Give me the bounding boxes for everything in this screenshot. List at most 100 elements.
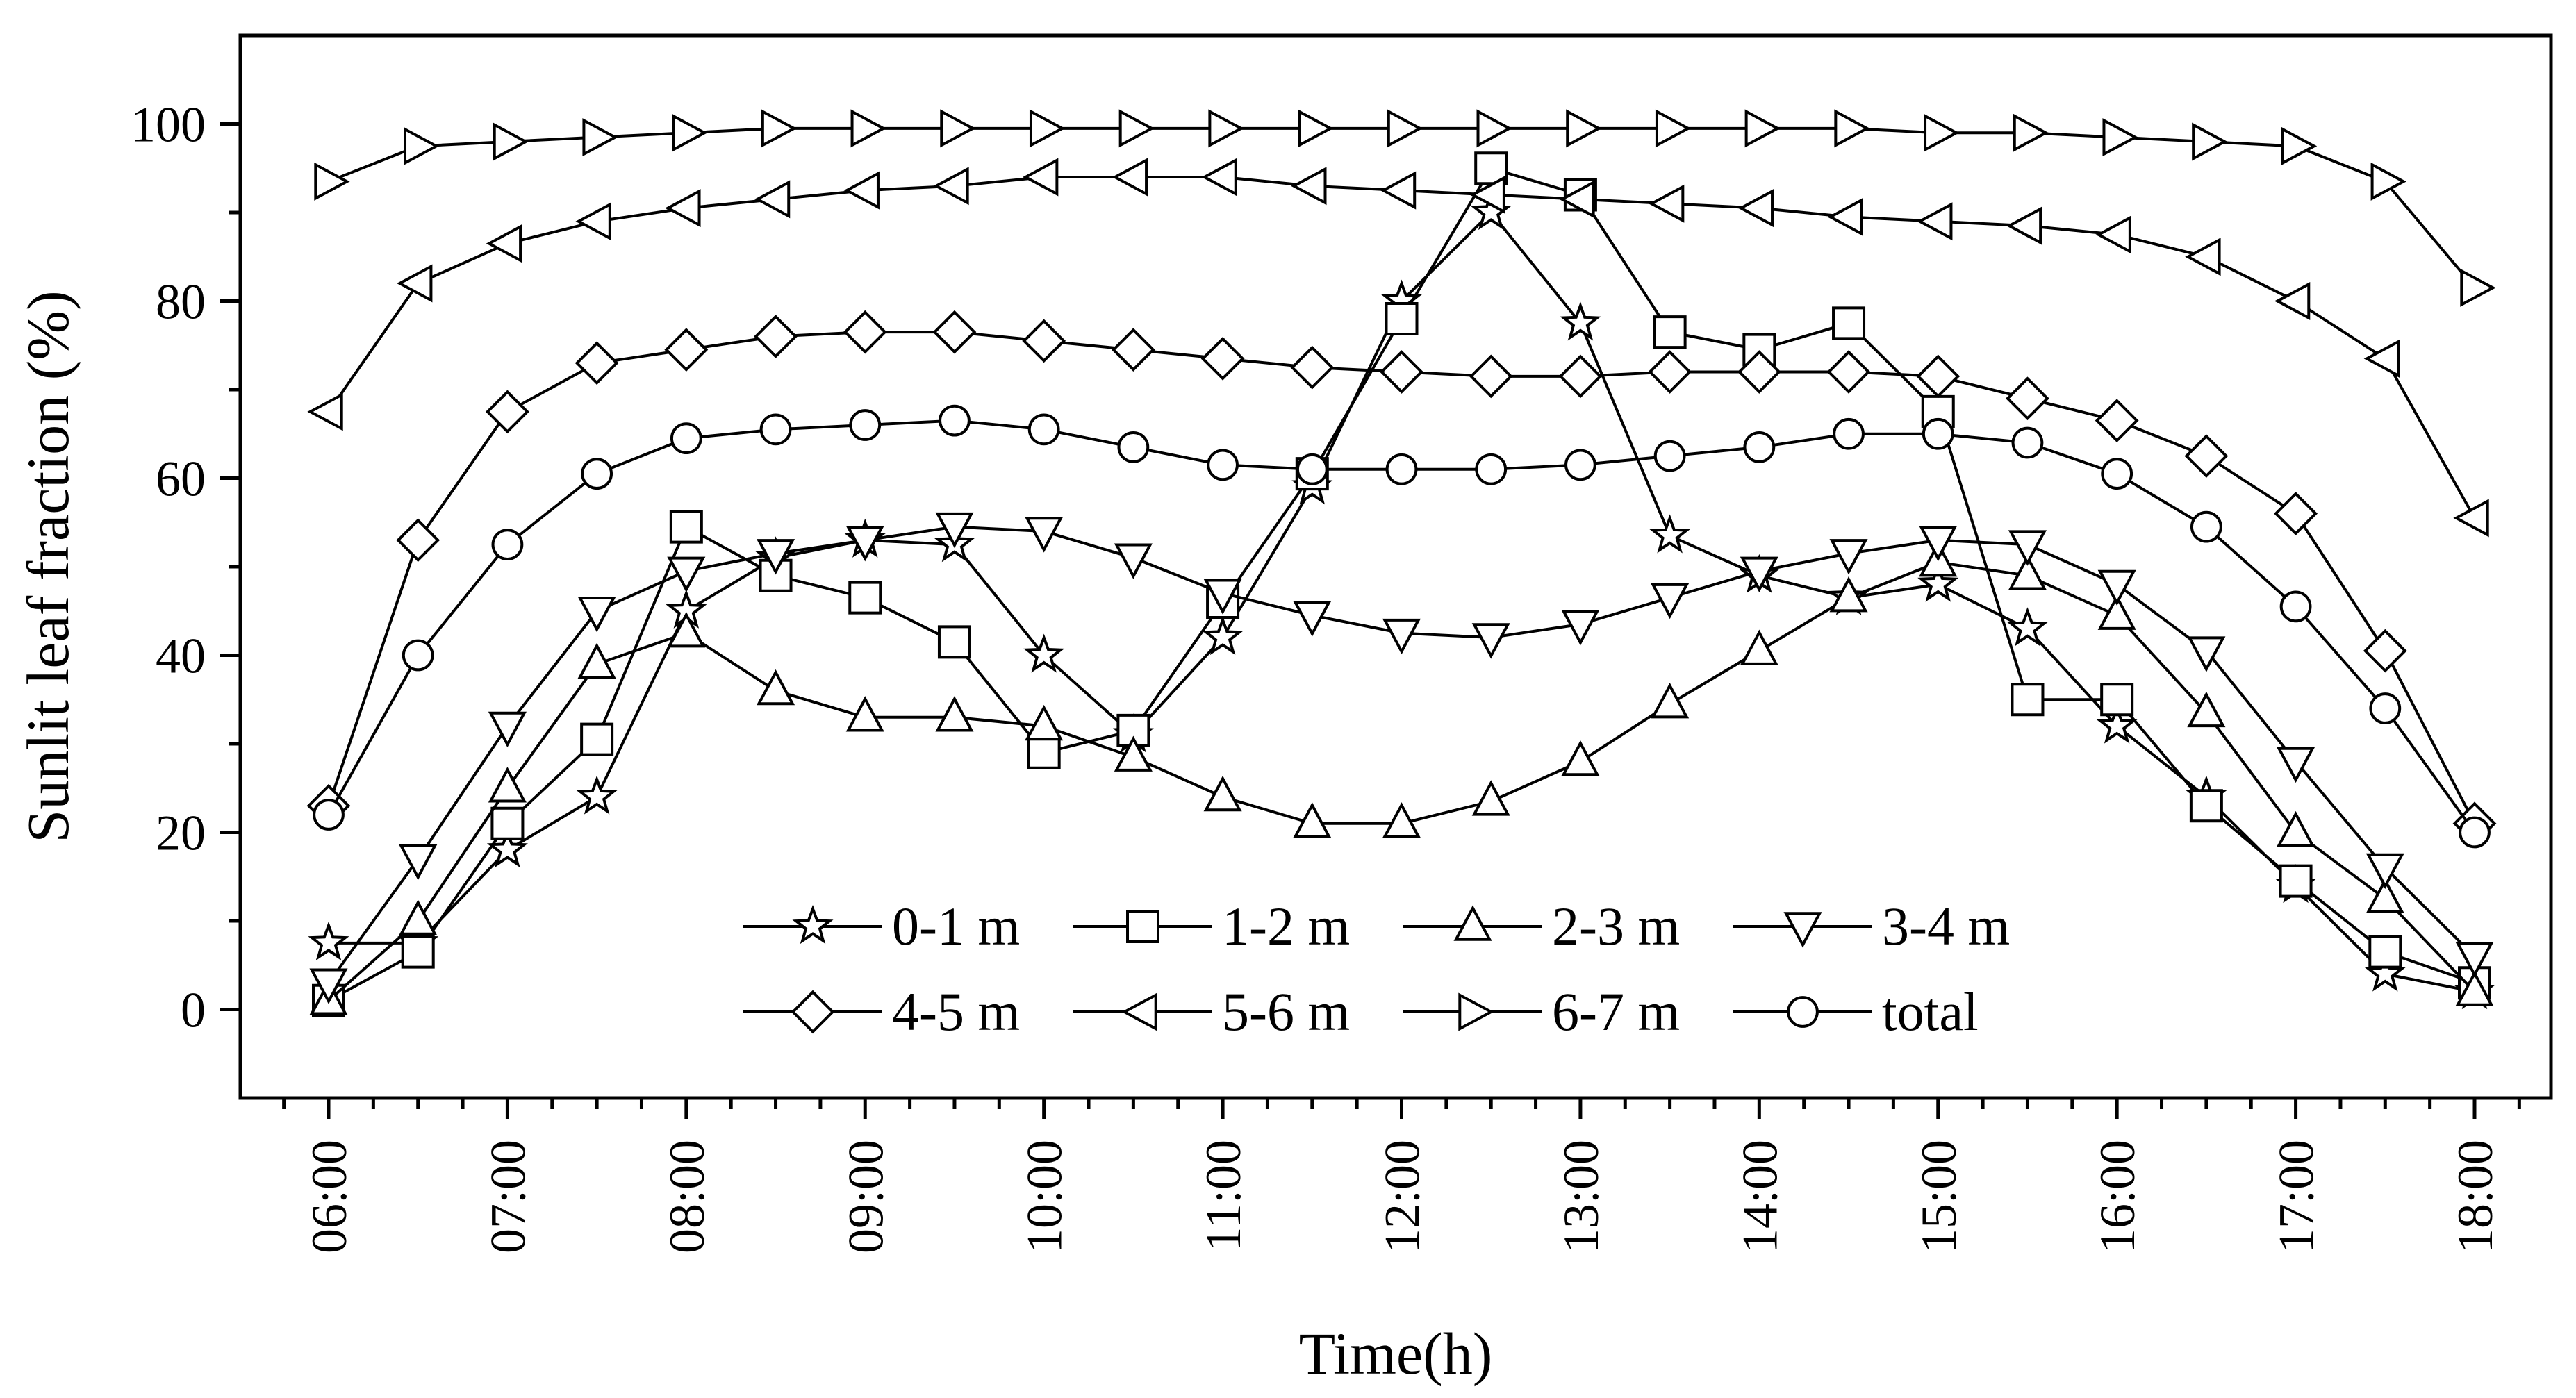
data-point-2-3m [1025, 704, 1064, 741]
legend-item: 1-2 m [1073, 896, 1350, 956]
data-point-2-3m [1382, 802, 1421, 838]
legend-label: 2-3 m [1552, 896, 1680, 956]
legend-item: 6-7 m [1403, 981, 1680, 1042]
series-layer [306, 109, 2497, 1017]
data-point-5-6m [933, 167, 969, 206]
data-point-0-1m [1649, 514, 1691, 554]
data-point-6-7m [1029, 109, 1066, 148]
data-point-1-2m [848, 581, 882, 615]
data-point-5-6m [1917, 202, 1953, 241]
data-point-2-3m [667, 611, 706, 648]
data-point-2-3m [1651, 682, 1690, 719]
data-point-total [1027, 413, 1060, 446]
x-tick-label: 10:00 [1017, 1140, 1073, 1254]
data-point-total [670, 422, 702, 455]
data-point-6-7m [1387, 109, 1423, 148]
data-point-6-7m [493, 122, 529, 161]
data-point-2-3m [2455, 970, 2494, 1006]
y-tick-label: 60 [156, 451, 206, 507]
data-point-2-3m [756, 669, 795, 706]
legend-label: 6-7 m [1552, 981, 1680, 1042]
y-tick-label: 40 [156, 629, 206, 684]
data-point-1-2m [490, 806, 525, 840]
legend-label: 3-4 m [1882, 896, 2010, 956]
data-point-5-6m [2185, 238, 2221, 276]
data-point-total [2190, 510, 2222, 543]
data-point-total [1475, 453, 1508, 485]
data-point-6-7m [1924, 113, 1960, 152]
data-point-6-7m [2281, 126, 2318, 165]
data-point-5-6m [1380, 171, 1417, 210]
data-point-4-5m [1111, 328, 1155, 372]
data-point-6-7m [672, 113, 708, 152]
x-tick-label: 09:00 [838, 1140, 893, 1254]
data-point-1-2m [1027, 735, 1061, 769]
data-point-3-4m [2455, 942, 2494, 978]
data-point-total [402, 639, 434, 672]
legend-marker [791, 990, 835, 1034]
data-point-0-1m [308, 921, 349, 960]
data-point-3-4m [1203, 579, 1242, 615]
data-point-5-6m [1737, 189, 1774, 228]
data-point-5-6m [754, 180, 791, 219]
data-point-2-3m [2097, 594, 2136, 630]
data-point-4-5m [2095, 399, 2139, 443]
data-point-3-4m [1829, 539, 1868, 575]
data-point-4-5m [2184, 434, 2229, 479]
x-tick-label: 14:00 [1732, 1140, 1787, 1254]
data-point-3-4m [488, 711, 527, 748]
data-point-6-7m [2102, 118, 2138, 157]
data-point-total [849, 409, 882, 441]
data-point-1-2m [401, 935, 435, 969]
x-tick-label: 12:00 [1375, 1140, 1430, 1254]
data-point-1-2m [2368, 935, 2402, 969]
data-point-2-3m [1203, 775, 1242, 812]
data-point-1-2m [1921, 394, 1955, 428]
data-point-4-5m [1737, 350, 1781, 394]
legend-item: 0-1 m [743, 896, 1020, 956]
legend-item: 2-3 m [1403, 896, 1680, 956]
data-point-3-4m [2187, 636, 2226, 672]
data-point-4-5m [485, 390, 529, 434]
data-point-6-7m [1208, 109, 1244, 148]
data-point-5-6m [2006, 206, 2042, 245]
data-point-total [491, 529, 524, 561]
series-3-4m [309, 512, 2494, 1004]
data-point-4-5m [1022, 319, 1066, 363]
legend-marker [1126, 910, 1159, 943]
data-point-0-1m [1023, 633, 1065, 673]
data-point-total [2101, 458, 2133, 490]
data-point-3-4m [2277, 747, 2315, 783]
data-point-total [1653, 440, 1686, 472]
data-point-4-5m [2006, 376, 2049, 421]
x-tick-label: 08:00 [659, 1140, 715, 1254]
data-point-0-1m [486, 828, 528, 868]
data-point-total [2011, 426, 2044, 459]
data-point-6-7m [2460, 268, 2496, 307]
data-point-3-4m [756, 539, 795, 575]
data-point-2-3m [1561, 740, 1600, 776]
data-point-total [581, 458, 613, 490]
data-point-5-6m [843, 171, 880, 210]
data-point-total [1385, 453, 1418, 485]
data-point-1-2m [2100, 683, 2134, 717]
data-point-1-2m [1653, 315, 1687, 349]
x-tick-label: 17:00 [2269, 1140, 2325, 1254]
data-point-4-5m [2274, 492, 2318, 535]
data-point-4-5m [2363, 629, 2407, 673]
data-point-5-6m [1827, 197, 1863, 236]
data-point-2-3m [2187, 691, 2226, 728]
data-point-total [1833, 417, 1865, 450]
data-point-5-6m [2095, 215, 2131, 254]
data-point-3-4m [1471, 623, 1510, 659]
data-point-4-5m [1380, 350, 1423, 394]
series-5-6m [307, 158, 2489, 538]
data-point-total [1117, 431, 1150, 463]
y-axis-title: Sunlit leaf fraction (%) [15, 290, 81, 842]
data-point-6-7m [850, 109, 886, 148]
legend-item: 3-4 m [1733, 896, 2010, 956]
data-point-1-2m [1385, 302, 1419, 335]
data-point-5-6m [1201, 158, 1237, 197]
